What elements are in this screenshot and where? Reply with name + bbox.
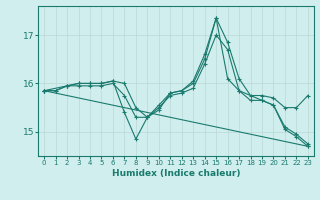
X-axis label: Humidex (Indice chaleur): Humidex (Indice chaleur): [112, 169, 240, 178]
